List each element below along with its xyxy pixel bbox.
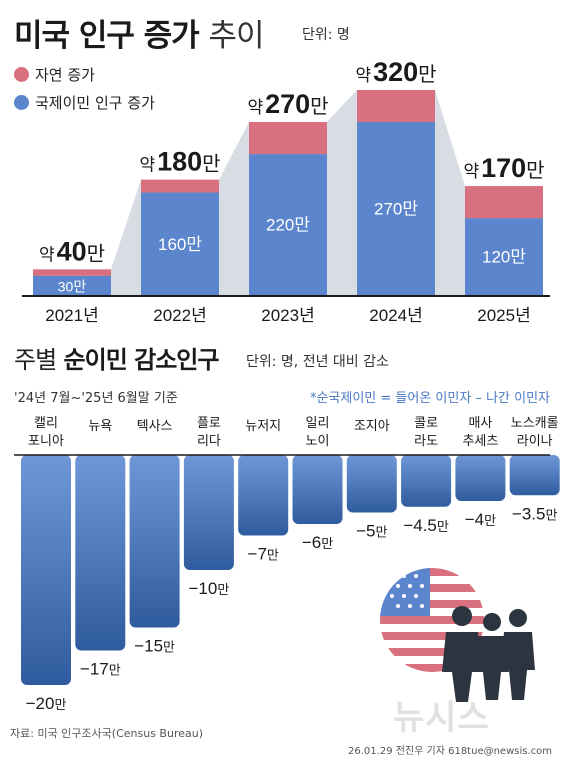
- bar-value-label: 160만: [158, 235, 202, 254]
- section2-title: 주별 순이민 감소인구: [14, 340, 220, 375]
- definition-note: *순국제이민 = 들어온 이민자 – 나간 이민자: [309, 391, 550, 406]
- title-light: 추이: [208, 18, 265, 54]
- state-bar-매사추세츠: [455, 455, 506, 501]
- state-name-label: 뉴욕: [88, 418, 112, 433]
- bar-immigration-2021년: [33, 275, 111, 295]
- state-name-label: 라도: [414, 433, 438, 448]
- state-name-label: 노이: [306, 433, 330, 448]
- state-value-label: −10만: [188, 579, 229, 598]
- bar-natural-2022년: [141, 179, 219, 193]
- state-name-label: 노스캐롤: [511, 415, 559, 430]
- population-growth-chart: 30만 약40만 2021년 160만 약180만 2022년 220만 약270만 2023년…: [22, 57, 550, 325]
- section2-title-light: 주별: [14, 346, 57, 374]
- state-name-label: 캘리: [34, 415, 58, 430]
- legend-swatch-natural: [14, 67, 29, 82]
- legend-swatch-immigration: [14, 95, 29, 110]
- bar-value-label: 220만: [266, 216, 310, 235]
- bar-immigration-2024년: [357, 122, 435, 295]
- state-name-label: 콜로: [414, 415, 438, 430]
- state-bar-콜로라도: [401, 455, 452, 507]
- state-bar-뉴저지: [238, 455, 289, 536]
- legend-item-immigration: 국제이민 인구 증가: [14, 92, 155, 113]
- state-bar-플로리다: [183, 455, 234, 570]
- state-name-label: 포니아: [28, 433, 64, 448]
- state-value-label: −7만: [248, 545, 279, 564]
- total-label: 약270만: [247, 89, 328, 119]
- bar-value-label: 30만: [58, 278, 87, 294]
- bar-immigration-2023년: [249, 154, 327, 295]
- x-axis-label: 2021년: [45, 306, 98, 325]
- period-label: '24년 7월~'25년 6월말 기준: [14, 391, 178, 406]
- chart-title: 미국 인구 증가 추이: [14, 10, 265, 55]
- state-value-label: −3.5만: [512, 504, 558, 523]
- bar-natural-2024년: [357, 90, 435, 123]
- total-label: 약180만: [139, 147, 220, 177]
- x-axis-label: 2023년: [261, 306, 314, 325]
- state-name-label: 라이나: [517, 433, 553, 448]
- people-silhouette-icon: [442, 606, 535, 702]
- source-label: 자료: 미국 인구조사국(Census Bureau): [10, 727, 203, 740]
- bar-natural-2021년: [33, 269, 111, 276]
- state-name-label: 뉴저지: [245, 418, 281, 433]
- bar-value-label: 120만: [482, 248, 526, 267]
- x-axis-label: 2022년: [153, 306, 206, 325]
- state-name-label: 플로: [197, 415, 221, 430]
- state-bar-캘리포니아: [21, 455, 71, 685]
- state-name-label: 리다: [197, 433, 221, 448]
- x-axis-label: 2025년: [477, 306, 530, 325]
- state-name-label: 추세츠: [462, 433, 498, 448]
- state-value-label: −4.5만: [403, 516, 449, 535]
- title-bold: 미국 인구 증가: [14, 18, 200, 54]
- bar-value-label: 270만: [374, 200, 418, 219]
- total-label: 약320만: [355, 57, 436, 87]
- state-bar-노스캐롤라이나: [509, 455, 560, 496]
- state-name-label: 일리: [306, 415, 330, 430]
- state-bar-뉴욕: [75, 455, 126, 651]
- total-label: 약170만: [463, 153, 544, 183]
- us-flag-icon: [380, 568, 484, 672]
- bar-immigration-2025년: [465, 218, 543, 295]
- legend-label-natural: 자연 증가: [35, 66, 95, 84]
- state-bar-일리노이: [292, 455, 343, 524]
- bar-natural-2025년: [465, 186, 543, 219]
- total-label: 약40만: [39, 236, 105, 266]
- legend-label-immigration: 국제이민 인구 증가: [35, 94, 155, 112]
- bar-immigration-2022년: [141, 192, 219, 295]
- state-name-label: 조지아: [354, 418, 390, 433]
- state-bar-조지아: [346, 455, 397, 513]
- section2-title-bold: 순이민 감소인구: [63, 346, 220, 374]
- section2-unit: 단위: 명, 전년 대비 감소: [246, 354, 389, 370]
- state-bar-텍사스: [129, 455, 180, 628]
- state-value-label: −4만: [465, 510, 496, 529]
- state-name-label: 매사: [468, 415, 492, 430]
- legend-item-natural: 자연 증가: [14, 64, 95, 85]
- credit-label: 26.01.29 전진우 기자 618tue@newsis.com: [348, 746, 552, 757]
- unit-label: 단위: 명: [302, 27, 350, 43]
- bar-natural-2023년: [249, 122, 327, 155]
- state-value-label: −15만: [134, 637, 175, 656]
- state-name-label: 텍사스: [137, 418, 173, 433]
- newsis-watermark: 뉴시스: [393, 698, 490, 738]
- state-value-label: −17만: [80, 660, 121, 679]
- state-value-label: −6만: [302, 533, 333, 552]
- state-value-label: −5만: [356, 522, 387, 541]
- x-axis-label: 2024년: [369, 306, 422, 325]
- state-value-label: −20만: [26, 694, 67, 713]
